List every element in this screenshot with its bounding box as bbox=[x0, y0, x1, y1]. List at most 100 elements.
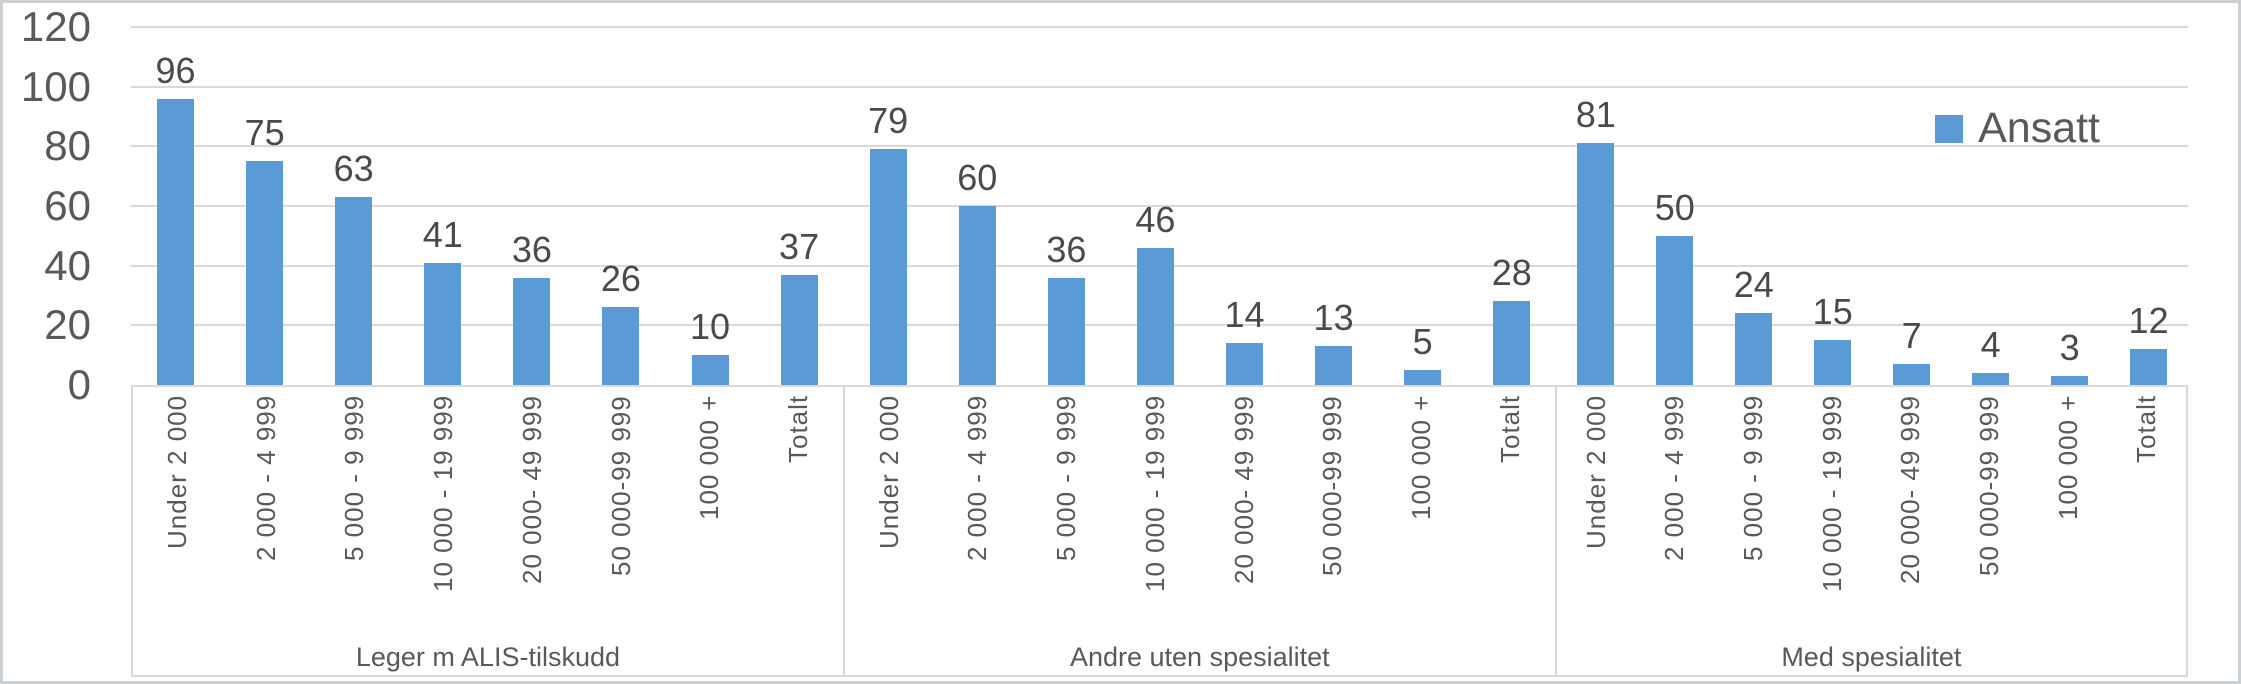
bar-slot: 15 bbox=[1793, 27, 1872, 385]
category-label: Under 2 000 bbox=[161, 395, 192, 550]
category-label-area: Under 2 000 2 000 - 4 999 5 000 - 9 999 10 … bbox=[3, 385, 2238, 677]
bar-ansatt-g1-c8 bbox=[780, 274, 818, 385]
category-cell: 20 000- 49 999 bbox=[1200, 395, 1289, 639]
category-labels: Under 2 000 2 000 - 4 999 5 000 - 9 999 10 … bbox=[1557, 387, 2186, 639]
y-tick-label-40: 40 bbox=[44, 241, 91, 289]
bar-slot: 50 bbox=[1635, 27, 1714, 385]
legend-label: Ansatt bbox=[1978, 104, 2100, 152]
category-cell: 10 000 - 19 999 bbox=[399, 395, 488, 639]
category-label: Under 2 000 bbox=[873, 395, 904, 550]
data-label: 37 bbox=[779, 225, 820, 267]
data-label: 5 bbox=[1412, 321, 1433, 363]
data-label: 75 bbox=[244, 112, 285, 154]
category-label: Totalt bbox=[1494, 395, 1525, 464]
bar-ansatt-g1-c2 bbox=[246, 161, 284, 385]
category-label: 20 000- 49 999 bbox=[516, 395, 547, 584]
bar-slot: 79 bbox=[844, 27, 933, 385]
category-label: 5 000 - 9 999 bbox=[1051, 395, 1082, 562]
bar-ansatt-g1-c1 bbox=[157, 98, 195, 385]
bar-slot: 13 bbox=[1289, 27, 1378, 385]
bar-slot: 37 bbox=[755, 27, 844, 385]
bar-slot: 28 bbox=[1467, 27, 1556, 385]
bar-slot: 81 bbox=[1556, 27, 1635, 385]
x-group-3: Under 2 000 2 000 - 4 999 5 000 - 9 999 10 … bbox=[1557, 387, 2186, 675]
bar-ansatt-g3-c5 bbox=[1893, 364, 1931, 385]
bar-slot: 26 bbox=[576, 27, 665, 385]
category-cell: 100 000 + bbox=[2029, 395, 2108, 639]
category-cell: Totalt bbox=[1466, 395, 1555, 639]
y-tick-label-0: 0 bbox=[67, 361, 91, 408]
bar-ansatt-g2-c5 bbox=[1226, 343, 1263, 385]
bar-group-3: 81 50 24 15 7 4 3 12 bbox=[1556, 27, 2188, 385]
bar-ansatt-g3-c2 bbox=[1656, 235, 1694, 385]
bar-ansatt-g1-c6 bbox=[602, 307, 640, 385]
y-axis: 0 20 40 60 80 100 120 bbox=[3, 6, 131, 406]
category-cell: 5 000 - 9 999 bbox=[1714, 395, 1793, 639]
bar-slot: 10 bbox=[665, 27, 754, 385]
x-group-2: Under 2 000 2 000 - 4 999 5 000 - 9 999 10 … bbox=[845, 387, 1557, 675]
category-cell: 100 000 + bbox=[665, 395, 754, 639]
data-label: 15 bbox=[1812, 291, 1853, 333]
legend-swatch-icon bbox=[1935, 114, 1964, 143]
y-tick-label-80: 80 bbox=[44, 122, 91, 170]
category-label: 50 000-99 999 bbox=[1317, 395, 1348, 576]
bar-slot: 7 bbox=[1872, 27, 1951, 385]
y-tick-label-120: 120 bbox=[20, 3, 91, 50]
category-label: 100 000 + bbox=[1406, 395, 1437, 521]
category-cell: 20 000- 49 999 bbox=[1871, 395, 1950, 639]
category-label: 2 000 - 4 999 bbox=[1659, 395, 1690, 562]
plot-area: Ansatt 96 75 63 41 36 26 10 37 79 60 36 46 14 13 5 28 81… bbox=[131, 26, 2188, 385]
bar-ansatt-g2-c3 bbox=[1047, 277, 1085, 385]
gridline-60 bbox=[131, 205, 2188, 207]
category-label: 50 000-99 999 bbox=[605, 395, 636, 576]
bar-ansatt-g3-c6 bbox=[1972, 373, 2010, 385]
category-label: 20 000- 49 999 bbox=[1228, 395, 1259, 584]
bar-ansatt-g3-c4 bbox=[1814, 340, 1852, 385]
data-label: 10 bbox=[689, 306, 731, 348]
category-cell: 5 000 - 9 999 bbox=[310, 395, 399, 639]
category-label: Under 2 000 bbox=[1580, 395, 1611, 550]
category-cell: Totalt bbox=[2107, 395, 2186, 639]
bar-ansatt-g3-c8 bbox=[2130, 349, 2168, 385]
category-label: 50 000-99 999 bbox=[1973, 395, 2004, 576]
bar-ansatt-g3-c7 bbox=[2051, 376, 2089, 385]
category-cell: Under 2 000 bbox=[845, 395, 934, 639]
category-label: 10 000 - 19 999 bbox=[428, 395, 459, 593]
data-label: 3 bbox=[2059, 327, 2080, 369]
bar-ansatt-g1-c7 bbox=[691, 355, 729, 385]
bar-ansatt-g2-c6 bbox=[1315, 346, 1353, 385]
data-label: 4 bbox=[1980, 324, 2001, 366]
data-label: 50 bbox=[1654, 186, 1695, 228]
group-label-2: Andre uten spesialitet bbox=[1069, 641, 1330, 672]
bar-slot: 14 bbox=[1200, 27, 1289, 385]
data-label: 63 bbox=[333, 148, 374, 190]
gridline-80 bbox=[131, 145, 2188, 148]
data-label: 28 bbox=[1491, 252, 1532, 294]
bar-ansatt-g3-c1 bbox=[1577, 143, 1615, 385]
bar-ansatt-g1-c5 bbox=[513, 277, 551, 385]
bar-ansatt-g2-c4 bbox=[1136, 247, 1174, 385]
category-cell: 20 000- 49 999 bbox=[488, 395, 577, 639]
category-cell: Under 2 000 bbox=[1557, 395, 1636, 639]
bar-slot: 3 bbox=[2030, 27, 2109, 385]
data-label: 81 bbox=[1575, 94, 1616, 136]
category-cell: 50 000-99 999 bbox=[1289, 395, 1378, 639]
y-tick-label-60: 60 bbox=[44, 182, 91, 229]
gridline-100 bbox=[131, 85, 2188, 88]
category-labels: Under 2 000 2 000 - 4 999 5 000 - 9 999 10 … bbox=[133, 387, 843, 639]
data-label: 14 bbox=[1224, 294, 1265, 336]
bar-slot: 12 bbox=[2109, 27, 2188, 385]
category-label: 10 000 - 19 999 bbox=[1816, 395, 1847, 593]
plot-row: 0 20 40 60 80 100 120 Ansatt 96 75 63 41 36 26 10 37 7… bbox=[3, 6, 2238, 406]
group-label-3: Med spesialitet bbox=[1781, 641, 1962, 672]
legend: Ansatt bbox=[1935, 107, 2100, 150]
bar-ansatt-g2-c7 bbox=[1404, 370, 1442, 385]
bar-ansatt-g3-c3 bbox=[1735, 313, 1773, 385]
category-label: 20 000- 49 999 bbox=[1895, 395, 1926, 584]
data-label: 7 bbox=[1901, 315, 1922, 357]
data-label: 79 bbox=[868, 100, 909, 142]
category-label: 5 000 - 9 999 bbox=[1737, 395, 1768, 562]
bar-slot: 41 bbox=[398, 27, 487, 385]
x-group-1: Under 2 000 2 000 - 4 999 5 000 - 9 999 10 … bbox=[133, 387, 845, 675]
data-label: 36 bbox=[511, 228, 552, 270]
